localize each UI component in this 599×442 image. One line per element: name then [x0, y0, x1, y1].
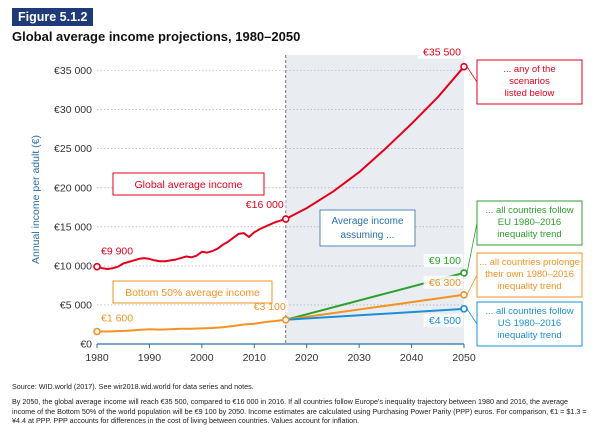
y-tick-label: €15 000 [54, 221, 92, 233]
scenario-box-text-eu: EU 1980–2016 [498, 217, 561, 228]
data-label-eu: €9 100 [429, 255, 461, 267]
y-tick-label: €30 000 [54, 104, 92, 116]
series-line-bottom50 [96, 318, 287, 333]
data-label-us: €4 500 [429, 315, 461, 327]
income-chart: €0 €5 000 €10 000 €15 000 €20 000 €25 000 €30 … [30, 45, 583, 364]
y-tick-label: €0 [80, 339, 92, 351]
x-tick-label: 1980 [85, 352, 109, 364]
scenario-box-text-us: inequality trend [497, 330, 561, 341]
data-label-bg [417, 45, 463, 59]
x-tick-label: 2010 [243, 352, 267, 364]
scenario-connector-prolong [466, 274, 478, 295]
scenario-box-text-prolong: ... all countries prolonge [479, 257, 580, 268]
series-line-prolong [284, 293, 465, 321]
scenario-box-text-eu: ... all countries follow [485, 205, 573, 216]
data-label-global: €35 500 [423, 47, 461, 59]
series-line-global-projection [284, 65, 465, 220]
projection-label-line: Average income [331, 216, 404, 227]
y-tick-label: €5 000 [60, 299, 92, 311]
x-tick-label: 2000 [190, 352, 214, 364]
scenario-connector-global [466, 66, 478, 83]
data-label-global: €9 900 [101, 246, 133, 258]
figure-label: Figure 5.1.2 [12, 8, 94, 26]
series-box-label-global: Global average income [135, 179, 243, 191]
x-tick-label: 2050 [452, 352, 476, 364]
marker-bottom50-2016 [281, 315, 290, 324]
data-label-bg [423, 253, 463, 267]
y-tick-label: €10 000 [54, 260, 92, 272]
scenario-box-eu [476, 200, 583, 246]
data-label-prolong: €6 300 [429, 277, 461, 289]
projection-label-box [319, 209, 416, 247]
marker-global-2016 [281, 215, 290, 223]
data-label-bg [240, 198, 286, 212]
marker-prolong-2050 [460, 290, 468, 299]
y-tick-label: €35 000 [54, 65, 92, 77]
data-label-bottom50: €1 600 [101, 313, 133, 325]
scenario-box-text-eu: inequality trend [497, 229, 561, 240]
x-tick-label: 2020 [295, 352, 319, 364]
source-note: Source: WID.world (2017). See wir2018.wi… [12, 382, 254, 391]
x-tick-label: 2040 [400, 352, 424, 364]
x-tick-label: 1990 [138, 352, 162, 364]
y-axis-label: Annual income per adult (€) [30, 135, 42, 264]
series-line-global-historical [96, 218, 287, 270]
scenario-box-global [476, 59, 583, 105]
data-label-global: €16 000 [246, 199, 284, 211]
data-label-bg [423, 275, 463, 289]
scenario-box-text-us: ... all countries follow [485, 306, 573, 317]
series-box-bottom50 [112, 280, 273, 304]
marker-eu-2050 [460, 269, 468, 277]
data-label-bg [99, 244, 139, 258]
scenario-box-text-prolong: their own 1980–2016 [485, 269, 574, 280]
scenario-box-text-us: US 1980–2016 [498, 318, 561, 329]
x-tick-label: 2030 [347, 352, 371, 364]
series-box-label-bottom50: Bottom 50% average income [125, 287, 260, 299]
data-label-bg [423, 313, 463, 327]
marker-global-1980 [93, 262, 101, 271]
scenario-box-text-prolong: inequality trend [497, 281, 561, 292]
projection-label-line: assuming ... [341, 230, 395, 241]
data-label-bottom50: €3 100 [254, 301, 286, 313]
scenario-connector-us [466, 308, 478, 325]
y-tick-label: €20 000 [54, 182, 92, 194]
scenario-connector-eu [466, 222, 478, 274]
scenario-box-text-global: ... any of the [503, 64, 555, 75]
series-line-us [284, 307, 465, 321]
y-tick-label: €25 000 [54, 143, 92, 155]
marker-us-2050 [460, 305, 468, 313]
marker-global-2050 [460, 62, 468, 71]
scenario-box-prolong [476, 252, 583, 298]
series-box-global [112, 172, 265, 196]
scenario-box-text-global: scenarios [509, 76, 550, 87]
scenario-box-text-global: listed below [505, 88, 555, 99]
scenario-box-us [476, 301, 583, 347]
data-label-bg [99, 311, 139, 325]
marker-bottom50-1980 [93, 327, 101, 336]
explanatory-note: By 2050, the global average income will … [12, 397, 587, 426]
chart-title: Global average income projections, 1980–… [12, 29, 301, 44]
